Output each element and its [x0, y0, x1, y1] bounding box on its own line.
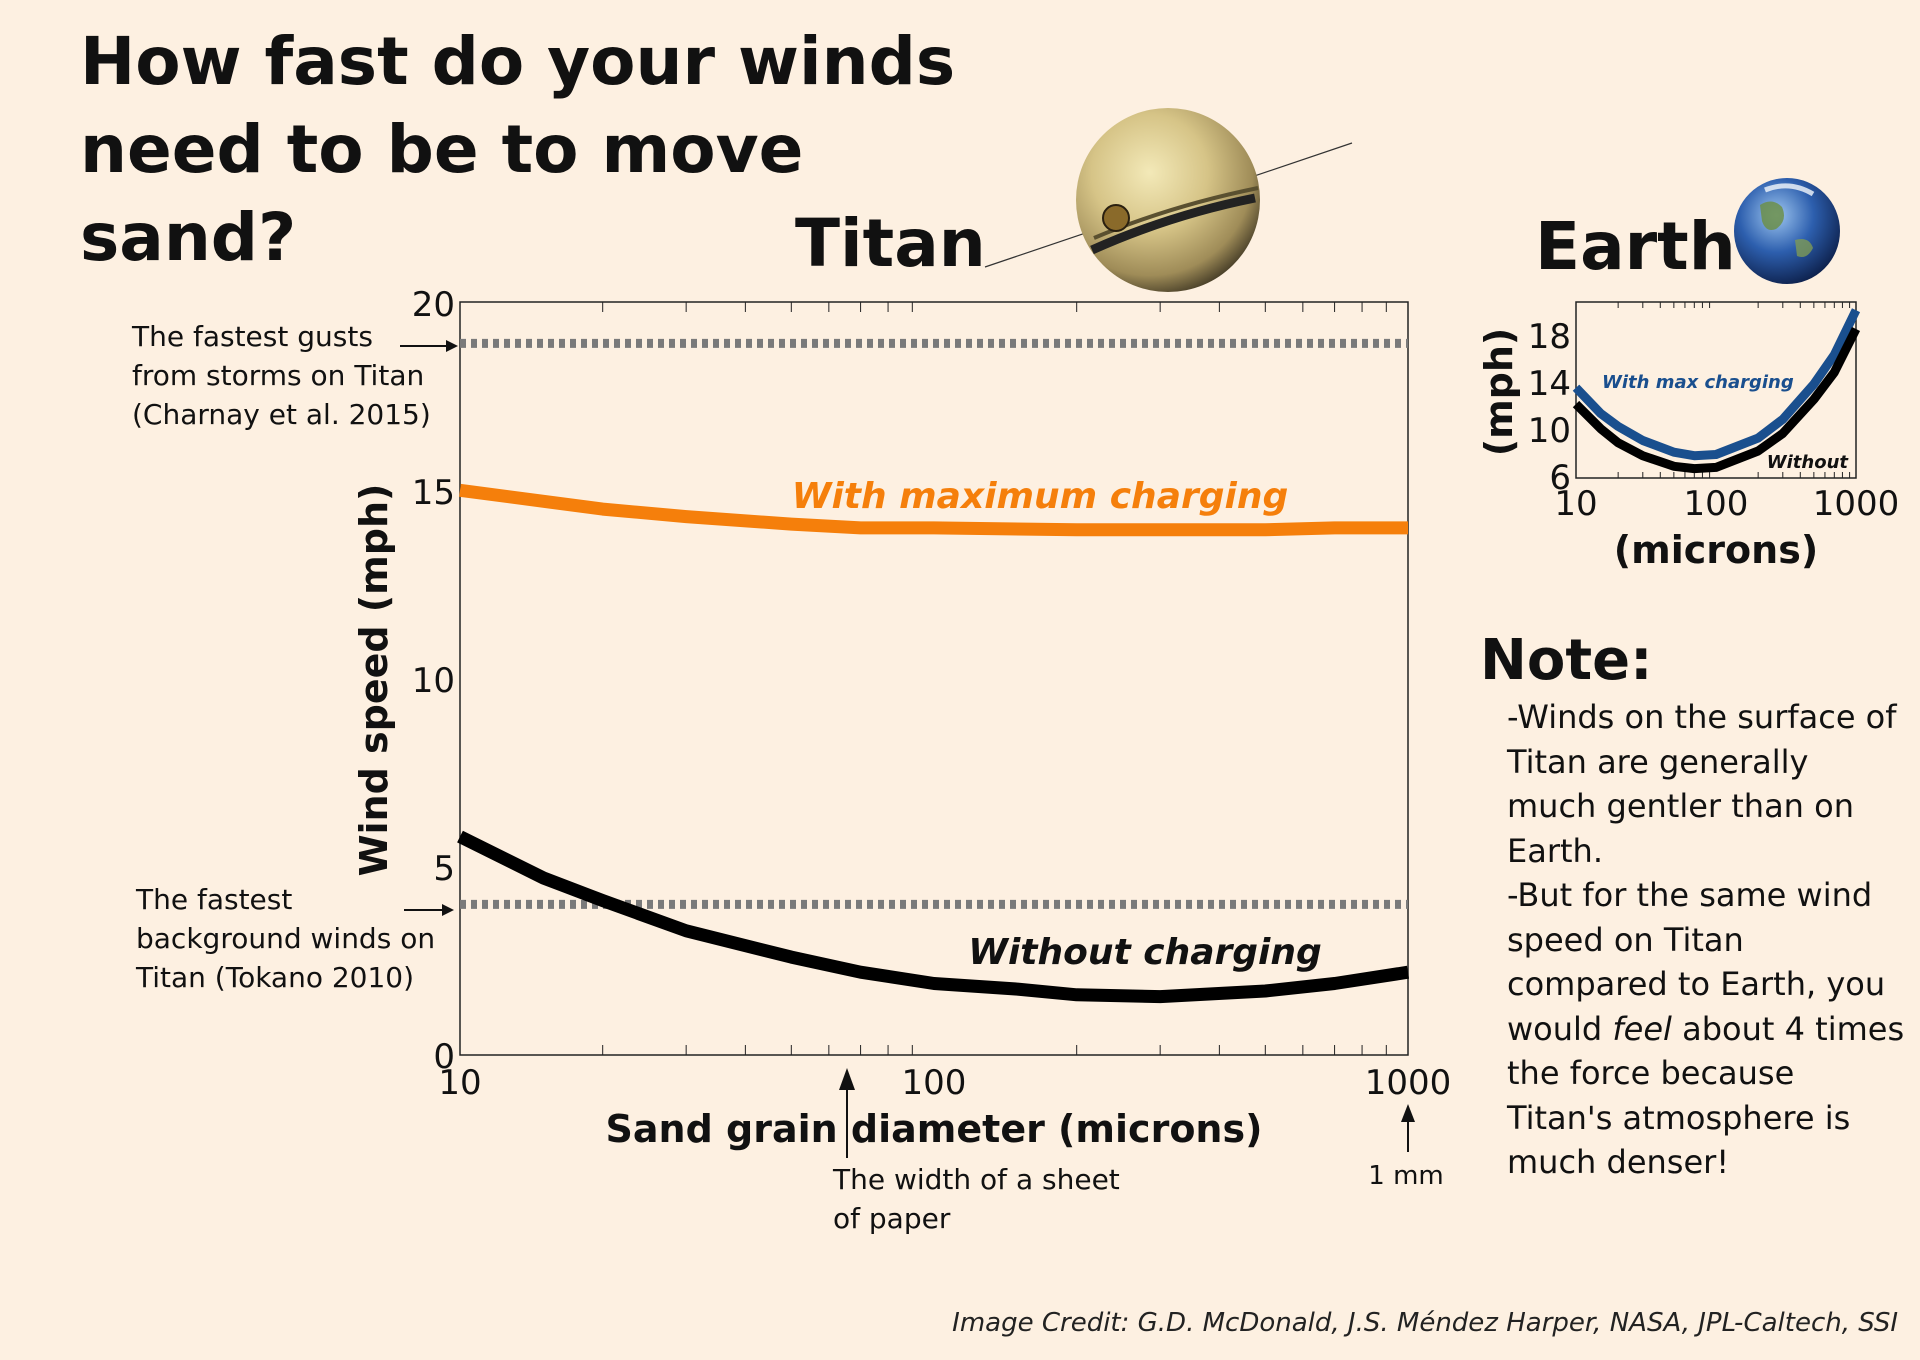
- earth-globe: [1734, 178, 1840, 284]
- x-tick-label: 100: [1684, 484, 1749, 524]
- series-line: [457, 830, 1409, 1004]
- titan-moon: [1102, 204, 1130, 232]
- annotation-text: The width of a sheet: [832, 1163, 1120, 1196]
- arrow-head: [1401, 1104, 1415, 1122]
- paper-width-annotation: The width of a sheet of paper: [832, 1068, 1120, 1235]
- main-y-ticks: 0 5 10 15 20: [412, 285, 455, 1077]
- y-tick-label: 10: [412, 661, 455, 701]
- inset-y-ticks: 6 10 14 18: [1528, 317, 1571, 498]
- series-label-charging: With maximum charging: [792, 476, 1289, 517]
- arrow-head: [446, 340, 458, 352]
- main-x-ticks: 10 100 1000: [438, 1063, 1451, 1103]
- series-line: [1572, 326, 1861, 474]
- title-line-2: need to be to move sand?: [80, 111, 804, 276]
- x-tick-label: 100: [902, 1063, 967, 1103]
- series-line: [459, 483, 1408, 537]
- note-line-2: -But for the same wind speed on Titan co…: [1507, 873, 1907, 1185]
- inset-label-with-max-text: With max charging: [1602, 372, 1794, 393]
- saturn-image: [984, 108, 1353, 292]
- image-credit: Image Credit: G.D. McDonald, J.S. Méndez…: [952, 1308, 1898, 1338]
- inset-y-axis-title: (mph): [1477, 328, 1521, 457]
- saturn-globe: [1076, 108, 1260, 292]
- x-tick-label: 10: [438, 1063, 481, 1103]
- annotation-text: The fastest: [135, 883, 292, 916]
- inset-x-axis-title: (microns): [1614, 528, 1818, 572]
- x-tick-label: 10: [1554, 484, 1597, 524]
- earth-clouds: [1764, 183, 1815, 197]
- y-tick-label: 15: [412, 473, 455, 513]
- y-tick-label: 20: [412, 285, 455, 325]
- earth-inset-chart: 6 10 14 18 10 100 1000 (microns) (mph) W…: [1477, 301, 1899, 572]
- storm-gusts-annotation: The fastest gusts from storms on Titan (…: [131, 320, 458, 431]
- one-mm-annotation: 1 mm: [1368, 1104, 1444, 1191]
- note-emphasis: feel: [1612, 1009, 1672, 1048]
- page-title: How fast do your winds need to be to mov…: [80, 18, 980, 282]
- note-body: -Winds on the surface of Titan are gener…: [1507, 695, 1907, 1185]
- earth-label: Earth: [1535, 208, 1736, 285]
- y-axis-title: Wind speed (mph): [352, 484, 396, 877]
- note-line-2-start: -But for the same wind speed on Titan co…: [1507, 876, 1886, 1048]
- background-winds-annotation: The fastest background winds on Titan (T…: [135, 883, 454, 994]
- earth-image: [1734, 178, 1840, 284]
- main-chart: 0 5 10 15 20 10 100 1000 Sand grain diam…: [352, 285, 1451, 1151]
- series-line: [1572, 308, 1861, 461]
- inset-series: [1572, 308, 1861, 474]
- y-tick-label: 14: [1528, 364, 1571, 404]
- annotation-text: of paper: [833, 1202, 951, 1235]
- title-line-1: How fast do your winds: [80, 23, 956, 100]
- note-line-1: -Winds on the surface of Titan are gener…: [1507, 698, 1897, 870]
- main-minor-ticks: [602, 302, 1387, 1055]
- y-tick-label: 6: [1549, 458, 1571, 498]
- y-tick-label: 0: [433, 1037, 455, 1077]
- annotation-text: Titan (Tokano 2010): [135, 961, 414, 994]
- arrow-head: [442, 904, 454, 916]
- inset-minor-ticks: [1617, 302, 1851, 478]
- y-tick-label: 18: [1528, 317, 1571, 357]
- note-line-2-end: about 4 times the force because Titan's …: [1507, 1009, 1905, 1182]
- inset-label-with-max: With max charging: [1602, 372, 1794, 393]
- main-reference-lines: [460, 338, 1408, 909]
- note-heading: Note:: [1480, 628, 1653, 693]
- earth-land-2: [1795, 239, 1813, 257]
- annotation-text: The fastest gusts: [131, 320, 373, 353]
- x-tick-label: 1000: [1813, 484, 1900, 524]
- titan-label: Titan: [795, 205, 986, 282]
- annotation-text: 1 mm: [1368, 1161, 1443, 1191]
- main-series: [457, 483, 1409, 1004]
- annotation-text: from storms on Titan: [132, 359, 424, 392]
- annotation-text: background winds on: [136, 922, 435, 955]
- arrow-head: [839, 1068, 855, 1090]
- x-axis-title: Sand grain diameter (microns): [606, 1107, 1263, 1151]
- x-tick-label: 1000: [1365, 1063, 1452, 1103]
- earth-land: [1760, 201, 1784, 230]
- inset-label-without: Without: [1767, 452, 1850, 473]
- y-tick-label: 5: [433, 849, 455, 889]
- main-plot-frame: [459, 301, 1409, 1056]
- inset-x-ticks: 10 100 1000: [1554, 484, 1899, 524]
- series-label-no-charging: Without charging: [968, 932, 1322, 973]
- annotation-text: (Charnay et al. 2015): [132, 398, 431, 431]
- y-tick-label: 10: [1528, 411, 1571, 451]
- saturn-ring-shadow: [1090, 193, 1256, 255]
